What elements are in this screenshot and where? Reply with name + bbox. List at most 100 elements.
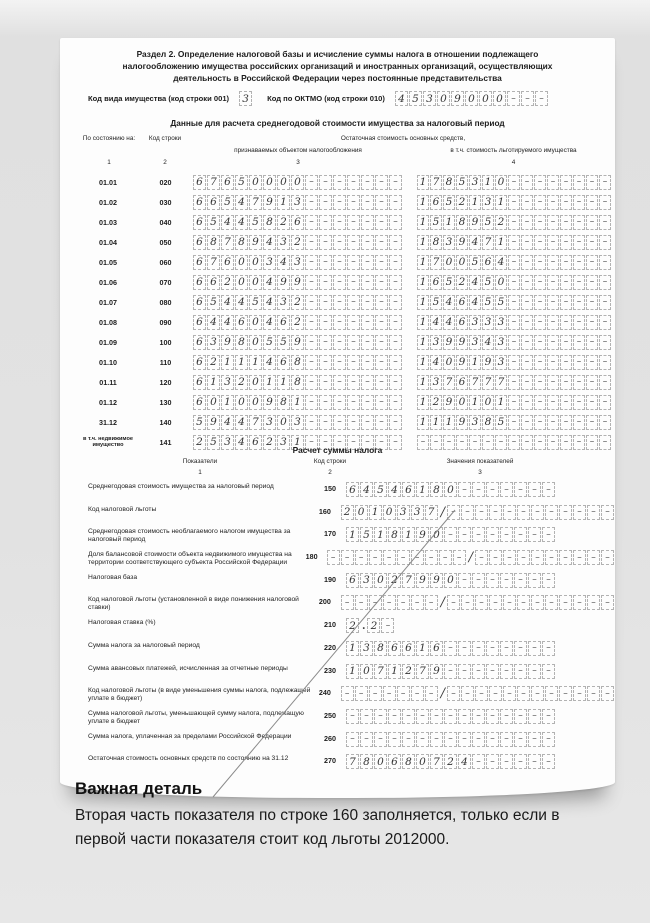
digit-cell: –	[347, 334, 360, 350]
digit-cell: –	[514, 708, 527, 724]
digit-cell: 3	[360, 640, 373, 656]
taxable-value-field[interactable]: 6 7 6 5 0 0 0 0– – – – – – –	[193, 174, 404, 190]
taxable-value-field[interactable]: 6 6 2 0 0 4 9 9– – – – – – –	[193, 274, 404, 290]
digit-cell: –	[547, 374, 559, 390]
exempt-value-field[interactable]: 1 8 3 9 4 7 1– – – – – – – –	[417, 234, 612, 250]
digit-cell: –	[333, 254, 346, 270]
exempt-value-field[interactable]: 1 6 5 2 1 3 1– – – – – – – –	[417, 194, 612, 210]
digit-cell: –	[375, 314, 388, 330]
row-code: 270	[324, 756, 336, 766]
digit-cell: –	[333, 354, 346, 370]
indicator-value-field[interactable]: 1 3 8 6 6 1 6– – – – – – – –	[346, 640, 556, 656]
digit-cell: –	[534, 254, 546, 270]
digit-cell: –	[402, 708, 415, 724]
taxable-value-field[interactable]: 6 2 1 1 1 4 6 8– – – – – – –	[193, 354, 404, 370]
indicator-value-field[interactable]: 1 0 7 1 2 7 9– – – – – – – –	[346, 663, 556, 679]
digit-cell: 1	[443, 214, 455, 230]
digit-cell: –	[389, 274, 402, 290]
taxable-value-field[interactable]: 6 6 5 4 7 9 1 3– – – – – – –	[193, 194, 404, 210]
exempt-value-field[interactable]: 1 1 1 9 3 8 5– – – – – – – –	[417, 414, 612, 430]
digit-cell: –	[599, 174, 611, 190]
digit-cell: 6	[193, 334, 206, 350]
taxable-value-field[interactable]: 6 4 4 6 0 4 6 2– – – – – – –	[193, 314, 404, 330]
taxable-value-field[interactable]: 6 3 9 8 0 5 5 9– – – – – – –	[193, 334, 404, 350]
digit-cell: 4	[482, 334, 494, 350]
digit-cell: 0	[430, 527, 443, 543]
exempt-value-field[interactable]: 1 7 0 0 5 6 4– – – – – – – –	[417, 254, 612, 270]
digit-cell: 6	[249, 434, 262, 450]
exempt-value-field[interactable]: 1 5 4 6 4 5 5– – – – – – – –	[417, 294, 612, 310]
indicator-value-field[interactable]: 1 5 1 8 1 9 0– – – – – – – –	[346, 526, 556, 543]
exempt-value-field[interactable]: – – – – – – – – – – – – – – –	[417, 434, 612, 450]
indicator-value-field[interactable]: – – – – – – – – – – / – – – – – – – – – –	[326, 549, 615, 566]
digit-cell: –	[521, 234, 533, 250]
taxable-value-field[interactable]: 2 5 3 4 6 2 3 1– – – – – – –	[193, 434, 404, 450]
indicator-value-field[interactable]: 2. 2–	[346, 617, 395, 634]
note-heading: Важная деталь	[75, 779, 203, 798]
exempt-value-field[interactable]: 1 5 1 8 9 5 2– – – – – – – –	[417, 214, 612, 230]
digit-cell: –	[573, 294, 585, 310]
digit-cell: –	[374, 731, 387, 747]
digit-cell: –	[361, 174, 374, 190]
exempt-value-field[interactable]: 1 4 0 9 1 9 3– – – – – – – –	[417, 354, 612, 370]
digit-cell: –	[458, 640, 471, 656]
digit-cell: –	[521, 194, 533, 210]
digit-cell: –	[333, 174, 346, 190]
digit-cell: 0	[374, 572, 387, 588]
digit-cell: –	[319, 434, 332, 450]
digit-cell: 3	[221, 434, 234, 450]
digit-cell: –	[587, 595, 600, 611]
indicator-value-field[interactable]: 2 0 1 0 3 3 7/– – – – – – – – – – – –	[340, 504, 615, 520]
digit-cell: 0	[249, 314, 262, 330]
taxable-value-field[interactable]: 6 8 7 8 9 4 3 2– – – – – – –	[193, 234, 404, 250]
digit-cell: –	[319, 274, 332, 290]
digit-cell: –	[599, 214, 611, 230]
digit-cell: –	[547, 274, 559, 290]
exempt-value-field[interactable]: 1 4 4 6 3 3 3– – – – – – – –	[417, 314, 612, 330]
taxable-value-field[interactable]: 6 0 1 0 0 9 8 1– – – – – – –	[193, 394, 404, 410]
indicator-value-field[interactable]: 6 3 0 2 7 9 9 0– – – – – – –	[346, 572, 556, 588]
digit-cell: –	[368, 686, 382, 702]
digit-cell: –	[305, 374, 318, 390]
property-type-field[interactable]: 3	[239, 91, 253, 106]
digit-cell: –	[360, 731, 373, 747]
exempt-value-field[interactable]: 1 2 9 0 1 0 1– – – – – – – –	[417, 394, 612, 410]
indicator-value-field[interactable]: – – – – – – – – – – – – – – –	[346, 731, 556, 747]
exempt-value-field[interactable]: 1 3 9 9 3 4 3– – – – – – – –	[417, 334, 612, 350]
taxable-value-field[interactable]: 6 7 6 0 0 3 4 3– – – – – – –	[193, 254, 404, 270]
indicator-value-field[interactable]: – – – – – – – – – – – – – – –	[346, 708, 556, 724]
row-code: 150	[324, 484, 336, 493]
taxable-value-field[interactable]: 6 1 3 2 0 1 1 8– – – – – – –	[193, 374, 404, 390]
indicator-value-field[interactable]: – – – – – – – / – – – – – – – – – – – –	[340, 594, 615, 611]
col-header-exempt: в т.ч. стоимость льготируемого имущества	[450, 147, 577, 154]
taxable-value-field[interactable]: 6 5 4 4 5 8 2 6– – – – – – –	[193, 214, 404, 230]
col-number: 2	[163, 159, 167, 166]
digit-cell: –	[587, 550, 600, 566]
exempt-value-field[interactable]: 1 3 7 6 7 7 7– – – – – – – –	[417, 374, 612, 390]
digit-cell: –	[396, 686, 410, 702]
digit-cell: 7	[346, 754, 359, 770]
digit-cell: –	[542, 754, 555, 770]
digit-cell: –	[599, 254, 611, 270]
row-date-label: 01.12	[99, 397, 117, 407]
digit-cell: 2	[221, 274, 234, 290]
indicator-value-field[interactable]: 6 4 5 4 6 1 8 0– – – – – – –	[346, 481, 556, 497]
asset-table-row: 31.12 140 5 9 4 4 7 3 0 3– – – – – – – 1 1 1 9 3 8 5– – – – – – –…	[60, 412, 615, 432]
indicator-value-field[interactable]: 7 8 0 6 8 0 7 2 4– – – – – –	[346, 753, 556, 770]
digit-cell: –	[389, 254, 402, 270]
digit-cell: 4	[430, 354, 442, 370]
exempt-value-field[interactable]: 1 6 5 2 4 5 0– – – – – – – –	[417, 274, 612, 290]
digit-cell: –	[347, 194, 360, 210]
oktmo-field[interactable]: 4 5 3 0 9 0 0 0– – –	[394, 91, 549, 106]
digit-cell: –	[458, 731, 471, 747]
digit-cell: 1	[402, 527, 415, 543]
taxable-value-field[interactable]: 6 5 4 4 5 4 3 2– – – – – – –	[193, 294, 404, 310]
digit-cell: –	[381, 618, 395, 634]
taxable-value-field[interactable]: 5 9 4 4 7 3 0 3– – – – – – –	[193, 414, 404, 430]
exempt-value-field[interactable]: 1 7 8 5 3 1 0– – – – – – – –	[417, 174, 612, 190]
digit-cell: 1	[346, 663, 359, 679]
digit-cell: –	[534, 334, 546, 350]
digit-cell: –	[534, 374, 546, 390]
indicator-value-field[interactable]: – – – – – – – / – – – – – – – – – – – –	[340, 685, 615, 702]
section2-title-line: деятельность в Российской Федерации чере…	[173, 73, 502, 83]
